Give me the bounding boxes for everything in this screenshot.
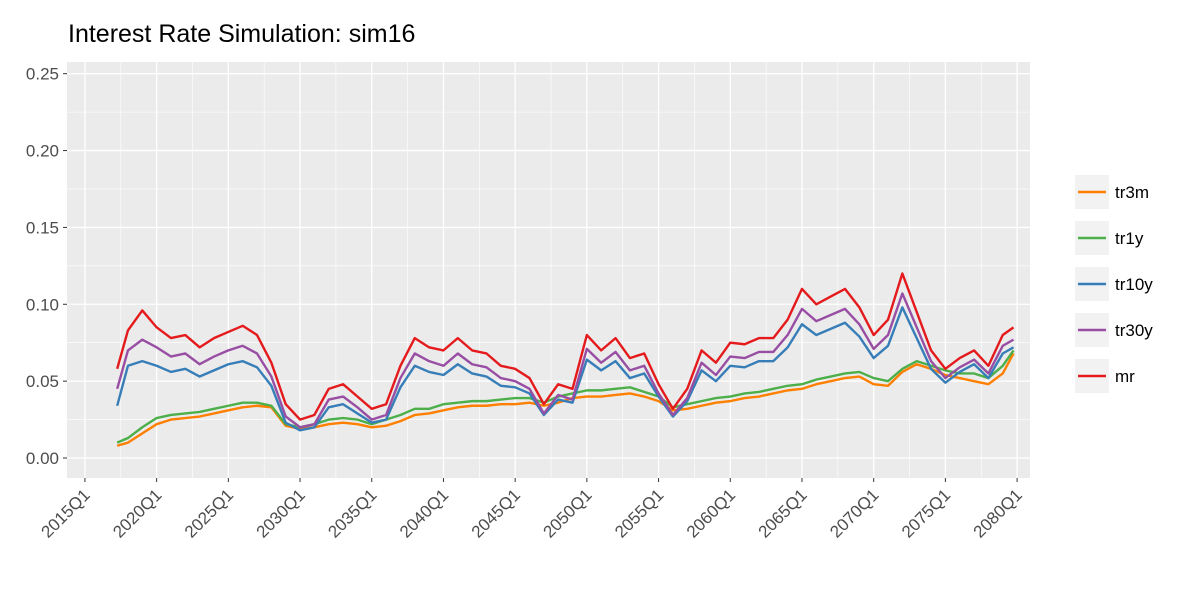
legend-label: mr bbox=[1115, 367, 1135, 386]
series-line bbox=[116, 292, 1015, 429]
legend-label: tr30y bbox=[1115, 321, 1153, 340]
x-tick-label: 2040Q1 bbox=[396, 485, 452, 541]
legend-label: tr3m bbox=[1115, 183, 1149, 202]
x-tick-label: 2065Q1 bbox=[755, 485, 811, 541]
x-tick-label: 2020Q1 bbox=[109, 485, 165, 541]
x-tick-label: 2075Q1 bbox=[898, 485, 954, 541]
series-line bbox=[116, 272, 1015, 421]
y-tick-label: 0.25 bbox=[26, 65, 59, 84]
x-tick-label: 2050Q1 bbox=[539, 485, 595, 541]
legend-label: tr1y bbox=[1115, 229, 1144, 248]
series-line bbox=[116, 349, 1015, 444]
x-tick-label: 2060Q1 bbox=[683, 485, 739, 541]
x-tick-label: 2055Q1 bbox=[611, 485, 667, 541]
x-tick-label: 2035Q1 bbox=[324, 485, 380, 541]
x-tick-label: 2070Q1 bbox=[826, 485, 882, 541]
x-tick-label: 2080Q1 bbox=[970, 485, 1026, 541]
series-line bbox=[116, 306, 1015, 432]
y-tick-label: 0.15 bbox=[26, 218, 59, 237]
y-tick-label: 0.10 bbox=[26, 295, 59, 314]
y-tick-label: 0.00 bbox=[26, 449, 59, 468]
x-tick-label: 2030Q1 bbox=[253, 485, 309, 541]
y-tick-label: 0.20 bbox=[26, 142, 59, 161]
y-tick-label: 0.05 bbox=[26, 372, 59, 391]
chart-title: Interest Rate Simulation: sim16 bbox=[68, 20, 415, 48]
x-tick-label: 2045Q1 bbox=[468, 485, 524, 541]
plot-background bbox=[67, 62, 1030, 478]
x-tick-label: 2025Q1 bbox=[181, 485, 237, 541]
legend-label: tr10y bbox=[1115, 275, 1153, 294]
x-tick-label: 2015Q1 bbox=[38, 485, 94, 541]
